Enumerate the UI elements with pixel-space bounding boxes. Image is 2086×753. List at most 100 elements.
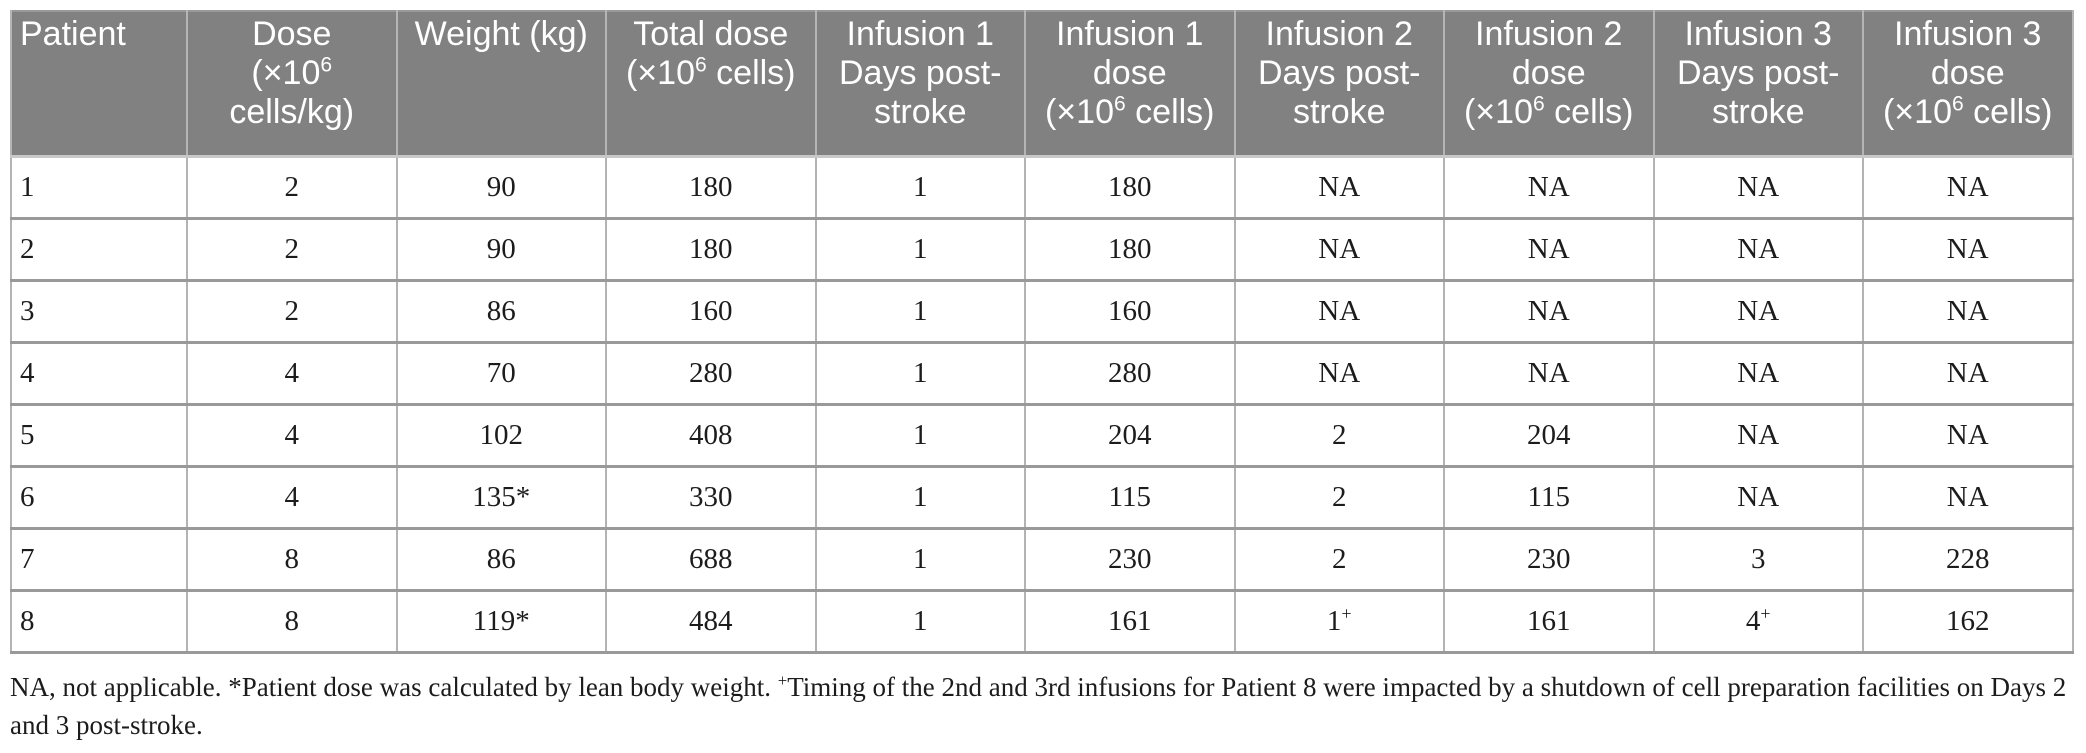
data-cell: NA bbox=[1233, 218, 1445, 282]
data-cell: 1+ bbox=[1233, 590, 1445, 654]
table-header: Patient Dose (×106 cells/kg) Weight (kg) Tota… bbox=[10, 11, 2074, 158]
data-cell: 86 bbox=[395, 528, 607, 592]
data-cell: 1 bbox=[814, 156, 1026, 220]
data-cell: NA bbox=[1862, 280, 2074, 344]
column-header: Infusion 1 Days post-stroke bbox=[814, 11, 1026, 158]
data-cell: 180 bbox=[1024, 218, 1236, 282]
table-row: 3 2 86 160 1 160 NA NA NA NA bbox=[10, 280, 2074, 344]
data-cell: 162 bbox=[1862, 590, 2074, 654]
data-cell: NA bbox=[1443, 218, 1655, 282]
table-row: 5 4 102 408 1 204 2 204 NA NA bbox=[10, 404, 2074, 468]
patient-dose-table: Patient Dose (×106 cells/kg) Weight (kg) Tota… bbox=[10, 10, 2074, 654]
data-cell: NA bbox=[1443, 156, 1655, 220]
data-cell: 1 bbox=[814, 218, 1026, 282]
data-cell: 1 bbox=[814, 342, 1026, 406]
column-header: Dose (×106 cells/kg) bbox=[186, 11, 398, 158]
data-cell: 90 bbox=[395, 156, 607, 220]
patient-id-cell: 7 bbox=[10, 528, 188, 592]
data-cell: 408 bbox=[605, 404, 817, 468]
patient-id-cell: 3 bbox=[10, 280, 188, 344]
data-cell: 1 bbox=[814, 590, 1026, 654]
data-cell: 180 bbox=[1024, 156, 1236, 220]
data-cell: NA bbox=[1443, 342, 1655, 406]
data-cell: 90 bbox=[395, 218, 607, 282]
data-cell: 115 bbox=[1024, 466, 1236, 530]
data-cell: 204 bbox=[1024, 404, 1236, 468]
table-row: 1 2 90 180 1 180 NA NA NA NA bbox=[10, 156, 2074, 220]
table-row: 7 8 86 688 1 230 2 230 3 228 bbox=[10, 528, 2074, 592]
data-cell: 161 bbox=[1443, 590, 1655, 654]
data-cell: NA bbox=[1652, 466, 1864, 530]
data-cell: 2 bbox=[1233, 404, 1445, 468]
data-cell: 8 bbox=[186, 590, 398, 654]
table-row: 8 8 119* 484 1 161 1+ 161 4+ 162 bbox=[10, 590, 2074, 654]
table-footnote: NA, not applicable. *Patient dose was ca… bbox=[10, 671, 2067, 740]
data-cell: 2 bbox=[186, 218, 398, 282]
data-cell: 330 bbox=[605, 466, 817, 530]
table-body: 1 2 90 180 1 180 NA NA NA NA 2 2 90 180 1 180 NA NA NA NA 3 2… bbox=[10, 156, 2074, 654]
data-cell: NA bbox=[1652, 156, 1864, 220]
data-cell: 160 bbox=[1024, 280, 1236, 344]
column-header: Weight (kg) bbox=[395, 11, 607, 158]
data-cell: 180 bbox=[605, 218, 817, 282]
column-header: Patient bbox=[10, 11, 188, 158]
data-cell: NA bbox=[1862, 404, 2074, 468]
data-cell: NA bbox=[1233, 156, 1445, 220]
data-cell: NA bbox=[1652, 404, 1864, 468]
data-cell: 1 bbox=[814, 528, 1026, 592]
data-cell: 4 bbox=[186, 404, 398, 468]
data-cell: 1 bbox=[814, 280, 1026, 344]
data-cell: 161 bbox=[1024, 590, 1236, 654]
data-cell: 280 bbox=[605, 342, 817, 406]
data-cell: 484 bbox=[605, 590, 817, 654]
data-cell: NA bbox=[1233, 342, 1445, 406]
data-cell: 4 bbox=[186, 466, 398, 530]
data-cell: NA bbox=[1652, 342, 1864, 406]
data-cell: NA bbox=[1862, 466, 2074, 530]
column-header: Infusion 3 dose (×106 cells) bbox=[1862, 11, 2074, 158]
column-header: Infusion 2 Days post-stroke bbox=[1233, 11, 1445, 158]
data-cell: 86 bbox=[395, 280, 607, 344]
data-cell: NA bbox=[1862, 218, 2074, 282]
data-cell: 204 bbox=[1443, 404, 1655, 468]
column-header: Infusion 2 dose (×106 cells) bbox=[1443, 11, 1655, 158]
table-header-row: Patient Dose (×106 cells/kg) Weight (kg) Tota… bbox=[10, 11, 2074, 158]
data-cell: NA bbox=[1233, 280, 1445, 344]
patient-id-cell: 5 bbox=[10, 404, 188, 468]
data-cell: 1 bbox=[814, 466, 1026, 530]
data-cell: 2 bbox=[186, 156, 398, 220]
data-cell: 115 bbox=[1443, 466, 1655, 530]
data-cell: 280 bbox=[1024, 342, 1236, 406]
data-cell: NA bbox=[1443, 280, 1655, 344]
data-cell: 135* bbox=[395, 466, 607, 530]
patient-id-cell: 2 bbox=[10, 218, 188, 282]
data-cell: 70 bbox=[395, 342, 607, 406]
data-cell: 228 bbox=[1862, 528, 2074, 592]
data-cell: 4+ bbox=[1652, 590, 1864, 654]
data-cell: 4 bbox=[186, 342, 398, 406]
data-cell: 1 bbox=[814, 404, 1026, 468]
table-row: 6 4 135* 330 1 115 2 115 NA NA bbox=[10, 466, 2074, 530]
patient-id-cell: 4 bbox=[10, 342, 188, 406]
data-cell: NA bbox=[1862, 342, 2074, 406]
patient-id-cell: 6 bbox=[10, 466, 188, 530]
column-header: Infusion 1 dose (×106 cells) bbox=[1024, 11, 1236, 158]
data-cell: 2 bbox=[1233, 466, 1445, 530]
data-cell: NA bbox=[1862, 156, 2074, 220]
patient-dose-table-container: Patient Dose (×106 cells/kg) Weight (kg) Tota… bbox=[10, 10, 2074, 654]
column-header: Infusion 3 Days post-stroke bbox=[1652, 11, 1864, 158]
table-row: 2 2 90 180 1 180 NA NA NA NA bbox=[10, 218, 2074, 282]
data-cell: 2 bbox=[1233, 528, 1445, 592]
data-cell: 160 bbox=[605, 280, 817, 344]
data-cell: 230 bbox=[1024, 528, 1236, 592]
data-cell: 102 bbox=[395, 404, 607, 468]
data-cell: NA bbox=[1652, 218, 1864, 282]
column-header: Total dose (×106 cells) bbox=[605, 11, 817, 158]
data-cell: 3 bbox=[1652, 528, 1864, 592]
patient-id-cell: 8 bbox=[10, 590, 188, 654]
patient-id-cell: 1 bbox=[10, 156, 188, 220]
data-cell: 8 bbox=[186, 528, 398, 592]
data-cell: 119* bbox=[395, 590, 607, 654]
data-cell: NA bbox=[1652, 280, 1864, 344]
data-cell: 230 bbox=[1443, 528, 1655, 592]
